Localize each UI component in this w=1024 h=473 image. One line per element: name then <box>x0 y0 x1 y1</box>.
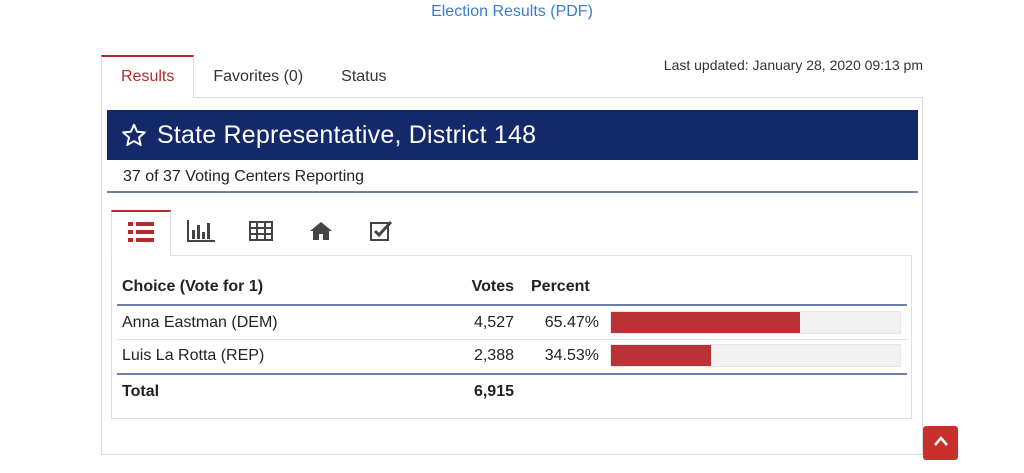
list-view-tab[interactable] <box>111 210 171 256</box>
percent-bar-fill <box>611 312 801 333</box>
home-view-tab[interactable] <box>291 210 351 256</box>
star-icon[interactable] <box>121 122 147 148</box>
tab-results[interactable]: Results <box>101 55 195 98</box>
percent-header: Percent <box>531 278 590 295</box>
checkbox-view-tab[interactable] <box>351 210 411 256</box>
candidate-votes: 2,388 <box>473 347 514 364</box>
home-icon <box>309 221 333 246</box>
results-table-panel <box>111 255 912 419</box>
votes-header: Votes <box>471 278 514 295</box>
candidate-votes: 4,527 <box>473 314 514 331</box>
percent-bar <box>610 344 901 367</box>
table-row: Luis La Rotta (REP) 2,388 34.53% <box>117 339 907 372</box>
tab-status[interactable]: Status <box>341 68 387 85</box>
percent-bar-fill <box>611 345 711 366</box>
total-row: Total 6,915 <box>117 373 907 409</box>
scroll-to-top-button[interactable] <box>923 426 958 460</box>
election-results-pdf-link[interactable]: Election Results (PDF) <box>431 3 593 20</box>
total-votes: 6,915 <box>473 383 514 400</box>
results-tabs: Results Favorites (0) Status <box>101 55 406 98</box>
chart-view-tab[interactable] <box>171 210 231 256</box>
candidate-name: Anna Eastman (DEM) <box>122 314 278 331</box>
contest-title: State Representative, District 148 <box>157 120 537 149</box>
chevron-up-icon <box>933 434 949 452</box>
bar-chart-icon <box>187 219 215 247</box>
candidate-percent: 34.53% <box>544 347 599 364</box>
candidate-name: Luis La Rotta (REP) <box>122 347 265 364</box>
contest-header: State Representative, District 148 <box>107 110 918 160</box>
list-icon <box>128 221 154 248</box>
candidate-percent: 65.47% <box>544 314 599 331</box>
table-icon <box>249 220 273 246</box>
table-view-tab[interactable] <box>231 210 291 256</box>
total-label: Total <box>122 383 160 400</box>
tab-favorites[interactable]: Favorites (0) <box>213 68 304 85</box>
view-tabs <box>111 210 411 256</box>
table-header-row: Choice (Vote for 1) Votes Percent <box>117 270 907 306</box>
table-row: Anna Eastman (DEM) 4,527 65.47% <box>117 306 907 340</box>
last-updated-text: Last updated: January 28, 2020 09:13 pm <box>663 57 923 73</box>
reporting-status: 37 of 37 Voting Centers Reporting <box>107 160 918 193</box>
percent-bar <box>610 311 901 334</box>
checkbox-icon <box>369 220 393 247</box>
choice-header: Choice (Vote for 1) <box>122 278 264 295</box>
